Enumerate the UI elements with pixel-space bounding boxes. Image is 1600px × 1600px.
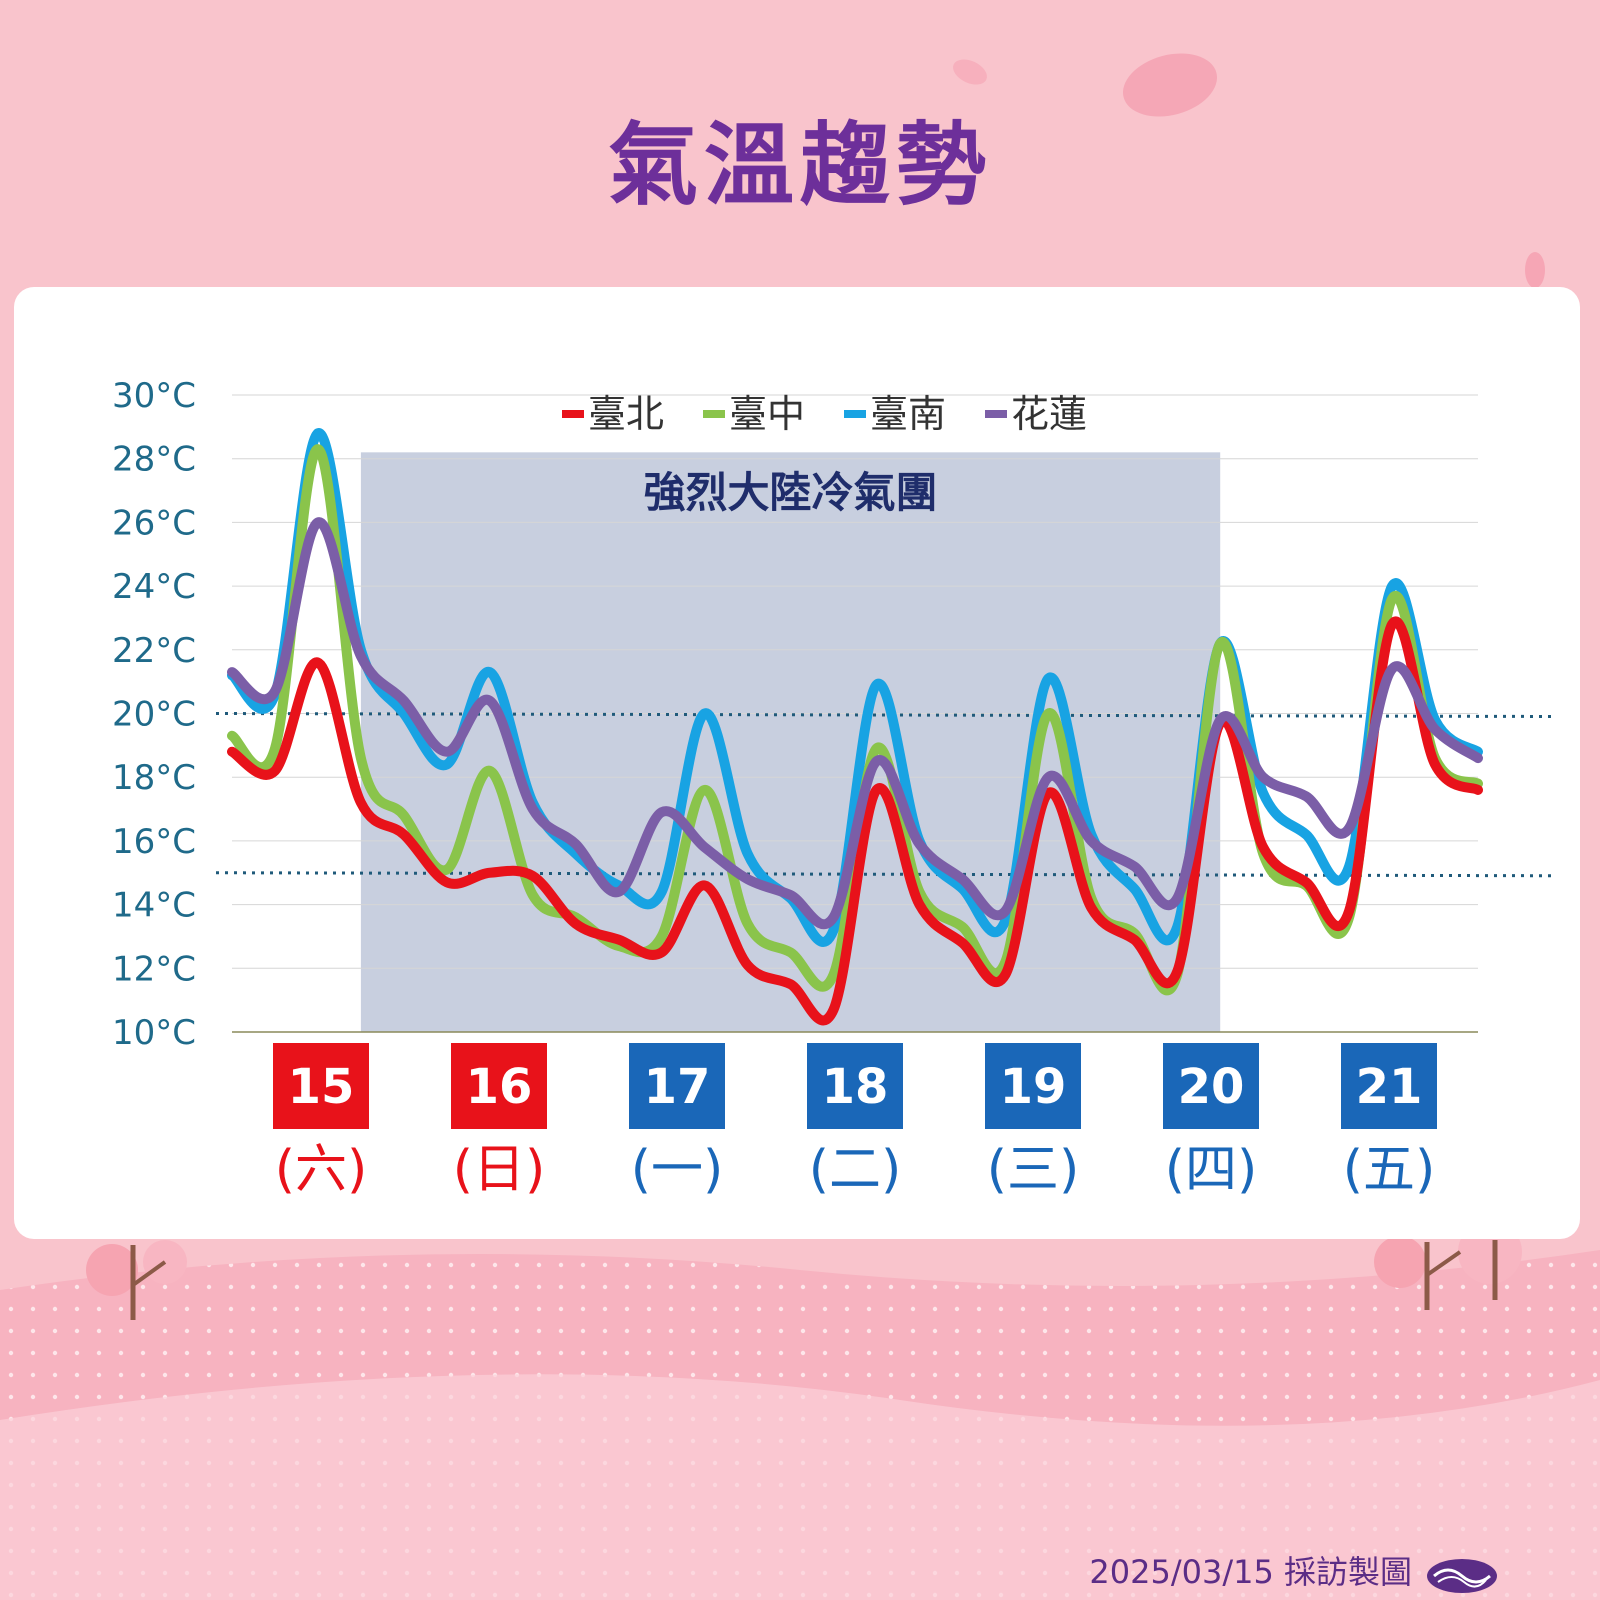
day-date-17: 17: [644, 1059, 711, 1115]
day-badge-19: [985, 1043, 1081, 1129]
series-line-4: [227, 517, 1483, 930]
legend-label-2: 臺中: [729, 392, 805, 436]
day-weekday-20: (四): [1165, 1140, 1258, 1200]
y-tick-label: 24°C: [112, 567, 196, 607]
y-tick-label: 18°C: [112, 758, 196, 798]
day-weekday-16: (日): [453, 1140, 546, 1200]
tree-icon: [86, 1220, 1522, 1320]
chart-card: 強烈大陸冷氣團 10°C 12°C 14°C 16°C 18°C 20°C 22°C 24°C 2…: [14, 287, 1580, 1239]
y-tick-label: 28°C: [112, 440, 196, 480]
day-badge-16: [451, 1043, 547, 1129]
day-date-21: 21: [1356, 1059, 1423, 1115]
day-date-19: 19: [1000, 1059, 1067, 1115]
legend-label-4: 花蓮: [1011, 392, 1087, 436]
day-badge-20: [1163, 1043, 1259, 1129]
petal-icon: [953, 53, 1545, 288]
y-tick-label: 20°C: [112, 695, 196, 735]
cold-air-shade: [360, 452, 1221, 1032]
legend-swatch-1: [562, 410, 584, 418]
day-date-18: 18: [822, 1059, 889, 1115]
page-title: 氣溫趨勢: [608, 113, 992, 218]
legend-label-3: 臺南: [870, 392, 946, 436]
day-date-15: 15: [288, 1059, 355, 1115]
day-badge-17: [629, 1043, 725, 1129]
legend-swatch-2: [703, 410, 725, 418]
day-weekday-21: (五): [1343, 1140, 1436, 1200]
day-weekday-19: (三): [987, 1140, 1080, 1200]
day-badge-21: [1341, 1043, 1437, 1129]
y-tick-label: 12°C: [112, 949, 196, 989]
cold-air-label: 強烈大陸冷氣團: [644, 468, 938, 517]
day-weekday-17: (一): [631, 1140, 724, 1200]
legend-label-1: 臺北: [588, 392, 664, 436]
footer-credit: 2025/03/15 採訪製圖: [1089, 1553, 1412, 1591]
day-badge-18: [807, 1043, 903, 1129]
day-weekday-18: (二): [809, 1140, 902, 1200]
y-tick-label: 22°C: [112, 631, 196, 671]
y-tick-label: 30°C: [112, 376, 196, 416]
day-date-16: 16: [466, 1059, 533, 1115]
day-badge-15: [273, 1043, 369, 1129]
legend-swatch-3: [844, 410, 866, 418]
series-line-3: [227, 428, 1483, 947]
legend-swatch-4: [985, 410, 1007, 418]
temperature-chart: 強烈大陸冷氣團 10°C 12°C 14°C 16°C 18°C 20°C 22°C 24°C 2…: [112, 376, 1555, 1200]
y-tick-label: 14°C: [112, 886, 196, 926]
series-line-1: [227, 616, 1483, 1026]
day-date-20: 20: [1178, 1059, 1245, 1115]
y-tick-label: 16°C: [112, 822, 196, 862]
y-tick-label: 10°C: [112, 1013, 196, 1053]
y-tick-label: 26°C: [112, 503, 196, 543]
cwa-logo-icon: [1427, 1559, 1497, 1593]
day-weekday-15: (六): [275, 1140, 368, 1200]
